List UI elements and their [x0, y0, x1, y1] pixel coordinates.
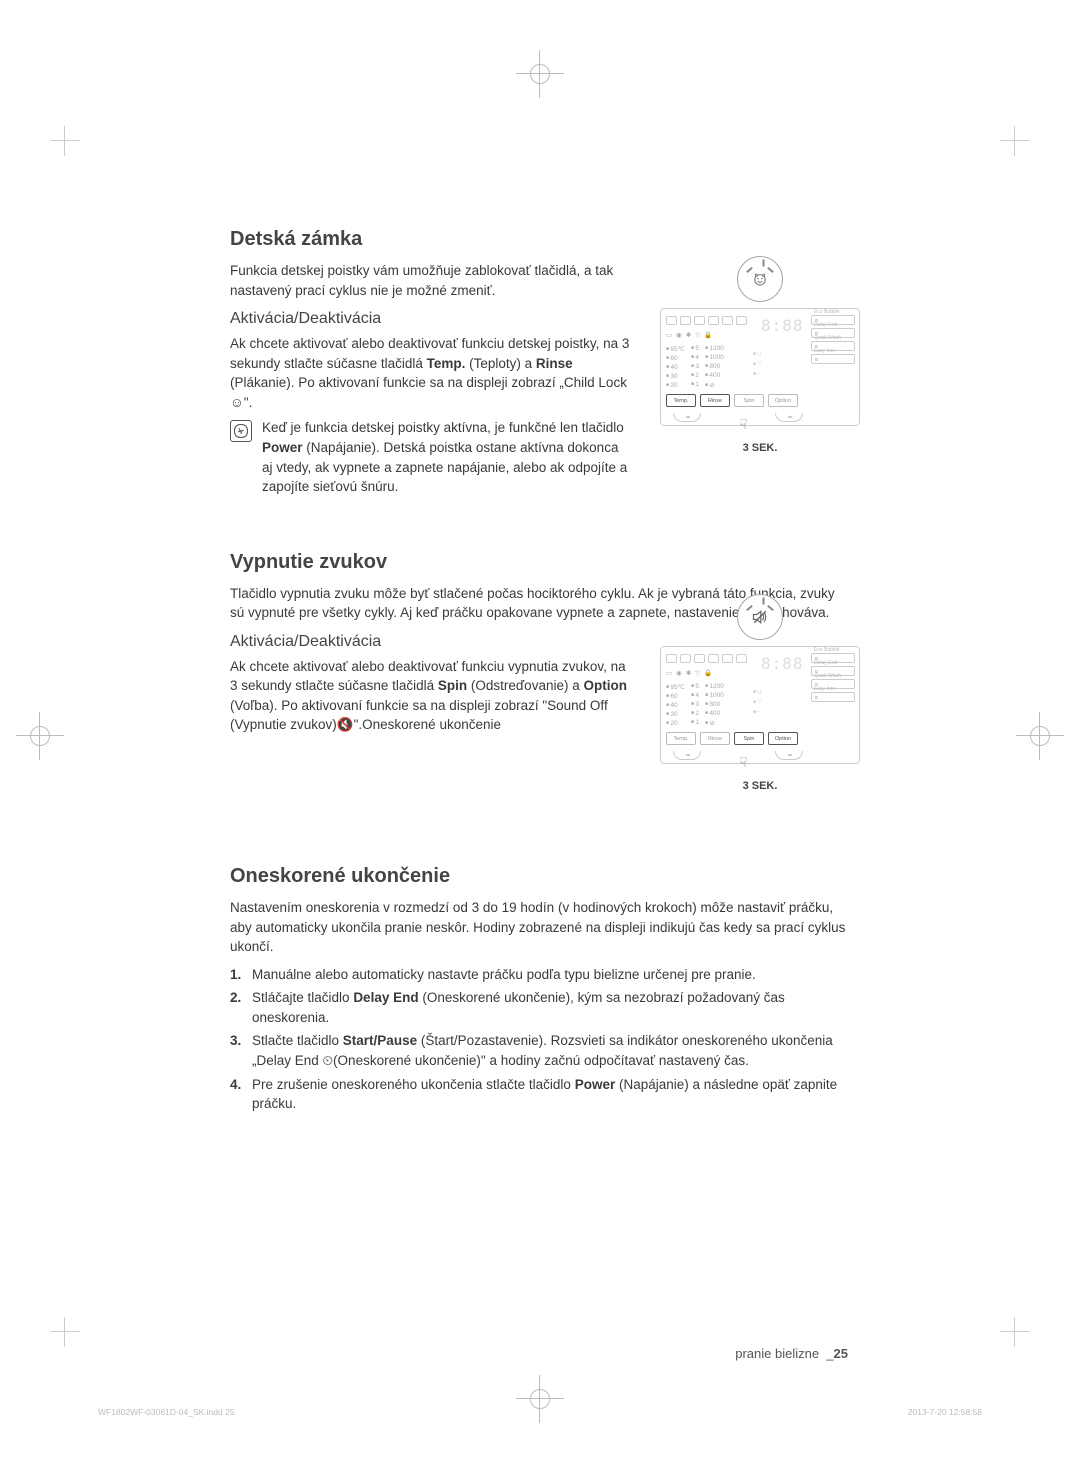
panel-diagram: ▭◉✱▽🔒 8:88 ■ ⋃■ ▽■ ⌐ 95℃60403020 54321 1… — [660, 308, 860, 426]
section1-intro: Funkcia detskej poistky vám umožňuje zab… — [230, 261, 630, 300]
page-content: Detská zámka Funkcia detskej poistky vám… — [230, 228, 848, 1118]
step-item: Pre zrušenie oneskoreného ukončenia stla… — [230, 1075, 848, 1114]
figure-soundoff: ▭◉✱▽🔒 8:88 ■ ⋃■ ▽■ ⌐ 95℃60403020 54321 1… — [660, 594, 860, 792]
crop-mark — [1000, 126, 1030, 156]
footer-page: 25 — [834, 1346, 848, 1361]
figure-childlock: ▭◉✱▽🔒 8:88 ■ ⋃■ ▽■ ⌐ 95℃60403020 54321 1… — [660, 256, 860, 454]
figure2-caption: 3 SEK. — [660, 780, 860, 792]
section3-steps: Manuálne alebo automaticky nastavte práč… — [230, 965, 848, 1114]
step-item: Manuálne alebo automaticky nastavte práč… — [230, 965, 848, 985]
crop-mark — [1000, 1317, 1030, 1347]
footer-label: pranie bielizne — [735, 1346, 819, 1361]
section2-title: Vypnutie zvukov — [230, 551, 848, 574]
hand-icon: ☟ — [739, 754, 748, 771]
panel-temps: 95℃60403020 — [666, 345, 685, 389]
step-item: Stlačte tlačidlo Start/Pause (Štart/Poza… — [230, 1031, 848, 1070]
figure1-caption: 3 SEK. — [660, 442, 860, 454]
note-icon — [230, 420, 252, 442]
panel-spin: 12001000800400⊘ — [705, 345, 724, 389]
section1-note-text: Keď je funkcia detskej poistky aktívna, … — [262, 418, 630, 496]
crop-mark — [516, 50, 564, 98]
step-item: Stláčajte tlačidlo Delay End (Oneskorené… — [230, 988, 848, 1027]
section1-note: Keď je funkcia detskej poistky aktívna, … — [230, 418, 630, 496]
crop-mark — [16, 712, 64, 760]
page-footer: pranie bielizne _25 — [735, 1346, 848, 1361]
panel-bottom-buttons: Temp.RinseSpinOption — [666, 394, 798, 407]
panel-diagram: ▭◉✱▽🔒 8:88 ■ ⋃■ ▽■ ⌐ 95℃60403020 54321 1… — [660, 646, 860, 764]
crop-mark — [516, 1375, 564, 1423]
imprint-left: WF1802WF-03061D-04_SK.indd 25 — [98, 1407, 235, 1417]
crop-mark — [1016, 712, 1064, 760]
section1-body: Ak chcete aktivovať alebo deaktivovať fu… — [230, 334, 630, 412]
childlock-bubble-icon — [737, 256, 783, 302]
section1-title: Detská zámka — [230, 228, 848, 251]
section3-intro: Nastavením oneskorenia v rozmedzí od 3 d… — [230, 898, 848, 957]
hand-icon: ☟ — [739, 416, 748, 433]
section3-title: Oneskorené ukončenie — [230, 865, 848, 888]
crop-mark — [50, 126, 80, 156]
crop-mark — [50, 1317, 80, 1347]
soundoff-bubble-icon — [737, 594, 783, 640]
section2-body: Ak chcete aktivovať alebo deaktivovať fu… — [230, 657, 630, 735]
panel-right-buttons: Eco BubbleDelay EndQuick WashEasy Iron — [811, 315, 855, 364]
panel-rinse: 54321 — [691, 345, 699, 389]
imprint-right: 2013-7-20 12:58:58 — [908, 1407, 982, 1417]
